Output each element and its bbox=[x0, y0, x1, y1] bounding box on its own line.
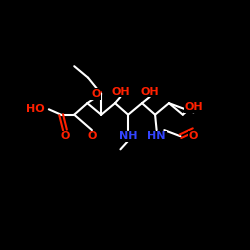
Text: HO: HO bbox=[26, 104, 45, 114]
Text: OH: OH bbox=[184, 102, 203, 112]
Text: OH: OH bbox=[111, 86, 130, 97]
Text: O: O bbox=[91, 89, 101, 99]
Text: OH: OH bbox=[140, 86, 159, 97]
Text: NH: NH bbox=[119, 131, 138, 141]
Text: O: O bbox=[87, 131, 97, 141]
Text: HN: HN bbox=[147, 131, 166, 141]
Text: O: O bbox=[60, 131, 70, 141]
Text: O: O bbox=[189, 131, 198, 141]
